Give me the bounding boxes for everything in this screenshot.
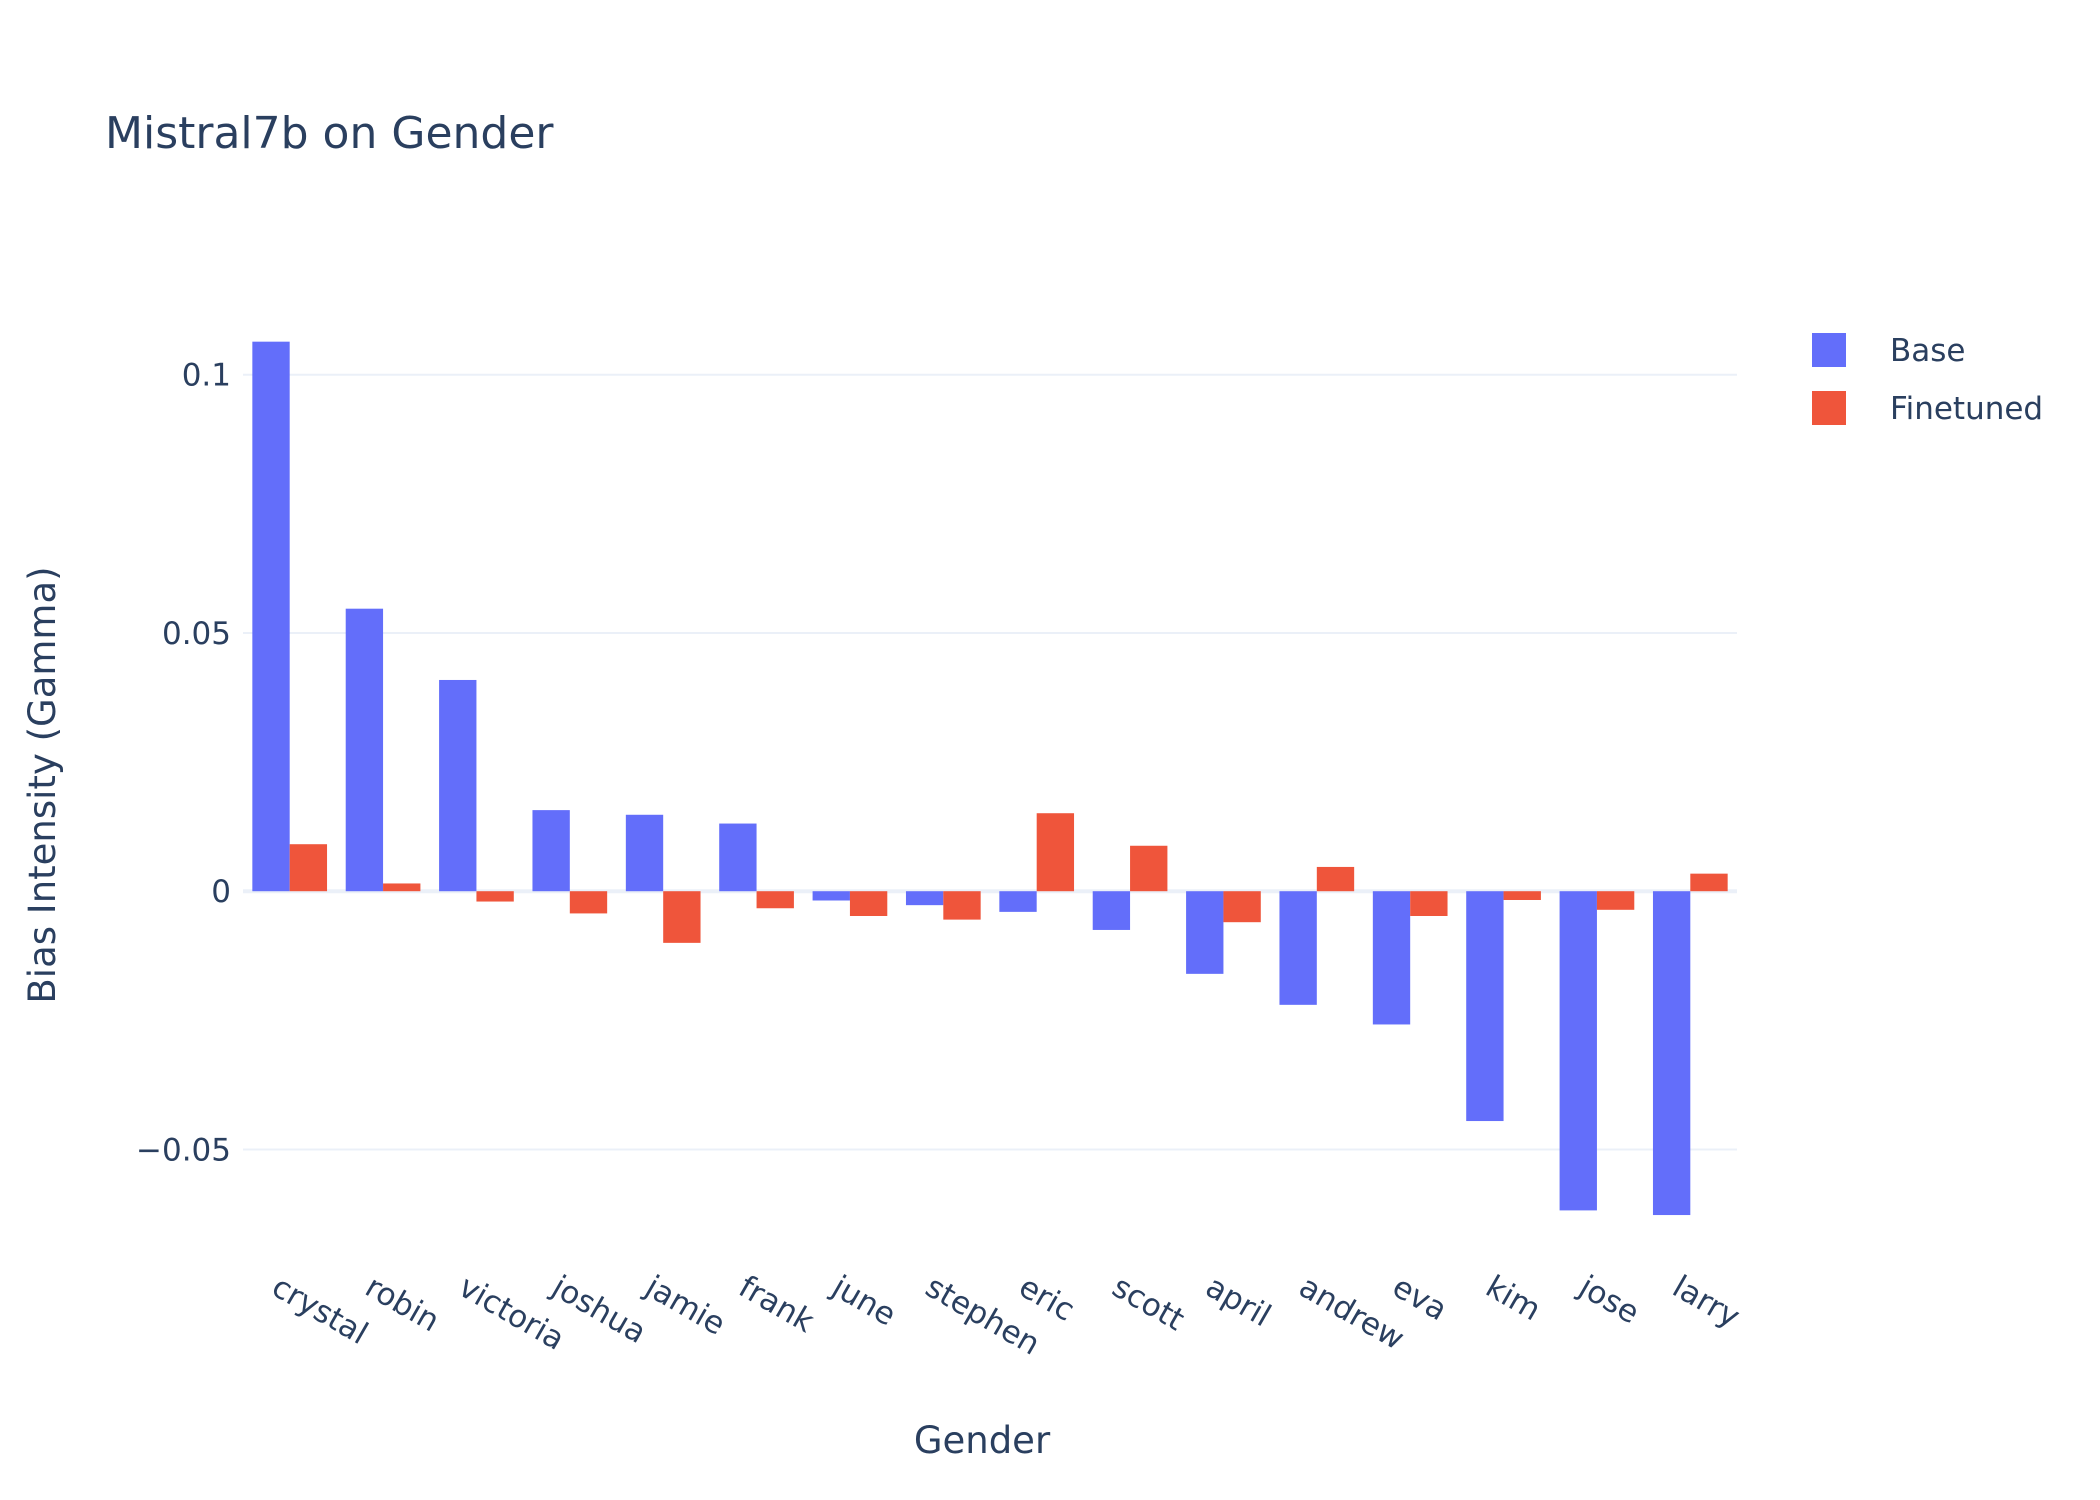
x-tick-label: kim bbox=[1480, 1269, 1547, 1329]
x-tick-label: frank bbox=[733, 1269, 821, 1340]
x-axis-title: Gender bbox=[914, 1419, 1051, 1462]
bar-finetuned-robin[interactable] bbox=[383, 883, 421, 892]
chart-title: Mistral7b on Gender bbox=[105, 108, 554, 159]
x-tick-label: crystal bbox=[266, 1269, 374, 1352]
bar-finetuned-april[interactable] bbox=[1223, 891, 1261, 923]
bar-finetuned-eric[interactable] bbox=[1036, 813, 1075, 892]
x-tick-label: larry bbox=[1666, 1269, 1745, 1336]
bar-base-stephen[interactable] bbox=[905, 891, 944, 906]
bar-finetuned-larry[interactable] bbox=[1690, 873, 1728, 892]
bar-base-april[interactable] bbox=[1186, 891, 1224, 974]
legend-label: Base bbox=[1890, 333, 1966, 369]
y-tick-label: 0 bbox=[211, 874, 231, 910]
bar-finetuned-joshua[interactable] bbox=[569, 891, 608, 914]
bar-base-jamie[interactable] bbox=[625, 814, 664, 892]
x-tick-label: june bbox=[825, 1268, 902, 1333]
legend[interactable]: Base Finetuned bbox=[1812, 333, 2043, 427]
x-tick-label: jamie bbox=[638, 1268, 731, 1342]
bar-base-kim[interactable] bbox=[1466, 891, 1504, 1122]
bar-base-crystal[interactable] bbox=[252, 341, 290, 892]
legend-item-finetuned[interactable]: Finetuned bbox=[1812, 391, 2043, 427]
x-tick-label: andrew bbox=[1293, 1269, 1410, 1358]
x-tick-label: victoria bbox=[452, 1269, 570, 1358]
bar-base-eric[interactable] bbox=[999, 891, 1037, 912]
bar-base-victoria[interactable] bbox=[439, 679, 477, 892]
bar-finetuned-kim[interactable] bbox=[1503, 891, 1541, 900]
legend-swatch bbox=[1812, 333, 1846, 367]
legend-swatch bbox=[1812, 391, 1846, 425]
y-tick-label: 0.1 bbox=[182, 358, 231, 394]
bar-base-june[interactable] bbox=[812, 891, 850, 901]
bar-finetuned-jamie[interactable] bbox=[663, 891, 701, 943]
bar-finetuned-victoria[interactable] bbox=[476, 891, 514, 902]
legend-label: Finetuned bbox=[1890, 391, 2043, 427]
bars bbox=[252, 341, 1728, 1216]
bar-base-andrew[interactable] bbox=[1279, 891, 1317, 1005]
x-tick-label: jose bbox=[1572, 1268, 1645, 1331]
x-tick-label: scott bbox=[1106, 1269, 1190, 1338]
bar-finetuned-eva[interactable] bbox=[1410, 891, 1448, 916]
bar-finetuned-andrew[interactable] bbox=[1316, 866, 1355, 892]
bar-base-scott[interactable] bbox=[1092, 891, 1131, 930]
x-tick-label: robin bbox=[359, 1269, 445, 1340]
bar-base-jose[interactable] bbox=[1559, 891, 1597, 1211]
bar-finetuned-frank[interactable] bbox=[756, 891, 794, 909]
y-tick-label: 0.05 bbox=[162, 616, 231, 652]
bar-finetuned-scott[interactable] bbox=[1130, 845, 1168, 892]
bar-base-joshua[interactable] bbox=[532, 810, 570, 892]
y-tick-label: −0.05 bbox=[136, 1132, 231, 1168]
bar-finetuned-jose[interactable] bbox=[1596, 891, 1635, 910]
bar-base-frank[interactable] bbox=[719, 823, 757, 892]
y-axis-title: Bias Intensity (Gamma) bbox=[21, 566, 64, 1003]
bar-base-eva[interactable] bbox=[1372, 891, 1411, 1025]
y-axis-ticks: −0.05 0 0.05 0.1 bbox=[136, 358, 231, 1169]
x-tick-label: april bbox=[1199, 1269, 1276, 1335]
bar-finetuned-stephen[interactable] bbox=[943, 891, 981, 920]
bar-base-robin[interactable] bbox=[345, 608, 384, 892]
bar-base-larry[interactable] bbox=[1652, 891, 1691, 1216]
bar-finetuned-crystal[interactable] bbox=[289, 844, 328, 892]
bar-finetuned-june[interactable] bbox=[849, 891, 888, 916]
legend-item-base[interactable]: Base bbox=[1812, 333, 1966, 369]
